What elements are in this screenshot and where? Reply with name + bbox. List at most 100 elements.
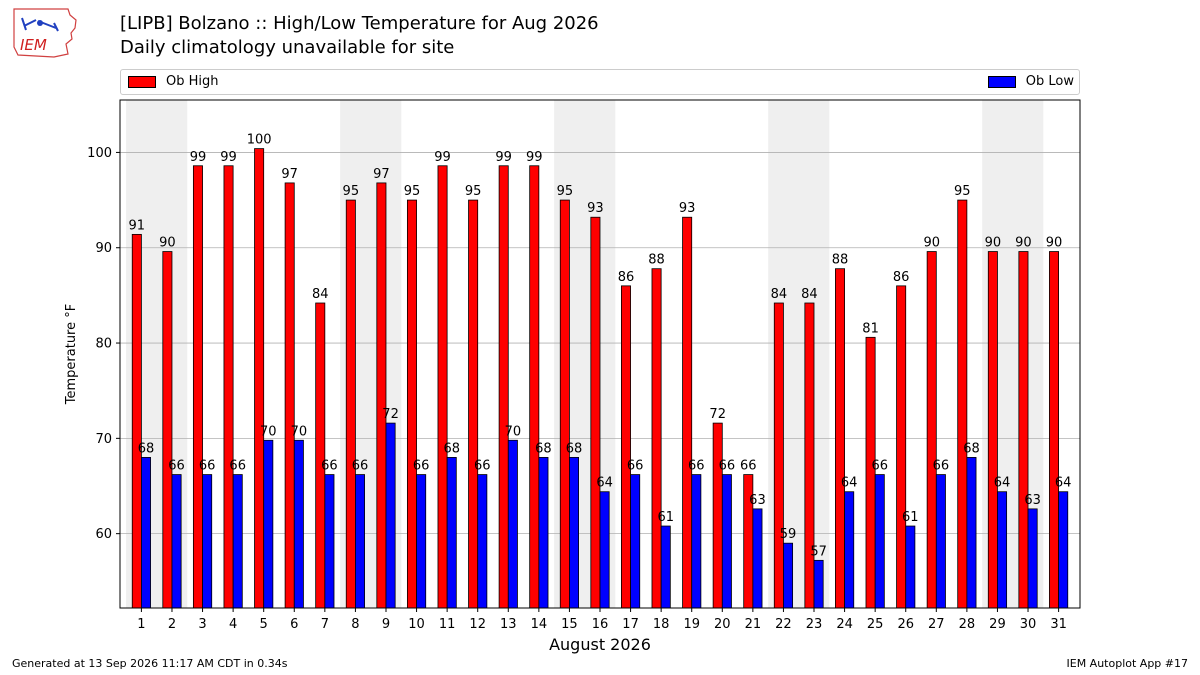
xtick-label-30: 30 (1020, 617, 1037, 632)
data-label-high-17: 86 (618, 270, 635, 285)
legend: Ob High Ob Low (120, 69, 1080, 95)
xtick-label-31: 31 (1050, 617, 1067, 632)
xtick-label-28: 28 (959, 617, 976, 632)
data-label-low-13: 70 (505, 424, 522, 439)
bar-high-30 (1018, 251, 1029, 609)
data-label-high-18: 88 (648, 253, 665, 268)
data-label-low-18: 61 (657, 510, 674, 525)
xtick-label-11: 11 (439, 617, 456, 632)
ytick-label-60: 60 (95, 527, 112, 542)
xtick-label-27: 27 (928, 617, 945, 632)
bar-low-31 (1058, 491, 1069, 609)
bar-high-13 (498, 165, 509, 609)
data-label-high-23: 84 (801, 287, 818, 302)
data-label-low-5: 70 (260, 424, 277, 439)
xtick-label-18: 18 (653, 617, 670, 632)
bar-high-31 (1049, 251, 1059, 609)
xtick-label-25: 25 (867, 617, 884, 632)
data-label-low-14: 68 (535, 441, 552, 456)
data-label-high-7: 84 (312, 287, 329, 302)
data-label-low-11: 68 (443, 441, 460, 456)
data-label-high-29: 90 (985, 236, 1002, 251)
bar-low-15 (569, 457, 579, 609)
y-axis-label: Temperature °F (64, 304, 79, 405)
data-label-low-4: 66 (229, 459, 246, 474)
bar-low-4 (232, 474, 243, 609)
data-label-high-10: 95 (404, 184, 421, 199)
data-label-low-31: 64 (1055, 476, 1072, 491)
bar-high-15 (559, 199, 570, 609)
bar-low-5 (263, 439, 274, 609)
data-label-high-5: 100 (247, 133, 272, 148)
bar-low-24 (844, 491, 855, 609)
iem-logo: IEM (13, 8, 77, 58)
data-label-high-27: 90 (923, 236, 940, 251)
plot-frame (119, 99, 1081, 609)
bar-low-9 (385, 422, 396, 609)
bar-low-18 (660, 525, 671, 609)
data-label-high-12: 95 (465, 184, 482, 199)
bar-high-18 (651, 268, 662, 609)
chart-subtitle: Daily climatology unavailable for site (120, 37, 455, 58)
bar-high-17 (621, 285, 631, 609)
bar-high-20 (712, 422, 723, 609)
bar-high-19 (682, 216, 693, 609)
data-label-low-15: 68 (566, 441, 583, 456)
legend-label-high: Ob High (166, 74, 219, 89)
bar-low-17 (630, 474, 641, 609)
data-label-low-22: 59 (780, 527, 797, 542)
legend-item-high: Ob High (128, 74, 219, 89)
data-label-low-3: 66 (199, 459, 216, 474)
bar-high-10 (406, 199, 417, 609)
data-label-high-6: 97 (281, 167, 298, 182)
data-label-high-4: 99 (220, 150, 237, 165)
xtick-label-15: 15 (561, 617, 578, 632)
data-label-low-20: 66 (719, 459, 736, 474)
ytick-label-70: 70 (95, 432, 112, 447)
data-label-low-12: 66 (474, 459, 491, 474)
app-credit: IEM Autoplot App #17 (1066, 657, 1189, 670)
data-label-high-11: 99 (434, 150, 451, 165)
data-label-low-2: 66 (168, 459, 185, 474)
bar-low-7 (324, 474, 335, 609)
bar-low-13 (507, 439, 518, 609)
data-label-low-10: 66 (413, 459, 430, 474)
xtick-label-16: 16 (592, 617, 609, 632)
data-label-high-15: 95 (557, 184, 574, 199)
xtick-label-5: 5 (260, 617, 268, 632)
xtick-label-20: 20 (714, 617, 731, 632)
bar-low-8 (355, 474, 365, 609)
data-label-high-31: 90 (1046, 236, 1063, 251)
bar-high-28 (957, 199, 968, 609)
data-label-low-7: 66 (321, 459, 338, 474)
bar-low-10 (416, 474, 427, 609)
bar-high-8 (345, 199, 356, 609)
data-label-high-26: 86 (893, 270, 910, 285)
chart-title: [LIPB] Bolzano :: High/Low Temperature f… (120, 13, 599, 34)
bar-low-26 (905, 525, 916, 609)
bar-high-12 (468, 199, 479, 609)
legend-swatch-high (128, 75, 156, 88)
xtick-label-8: 8 (351, 617, 359, 632)
legend-item-low: Ob Low (987, 74, 1074, 89)
bar-high-7 (315, 302, 326, 609)
generated-timestamp: Generated at 13 Sep 2026 11:17 AM CDT in… (12, 657, 288, 670)
logo-text: IEM (20, 36, 47, 54)
xtick-label-2: 2 (168, 617, 176, 632)
xtick-label-14: 14 (531, 617, 548, 632)
data-label-high-9: 97 (373, 167, 390, 182)
xtick-label-9: 9 (382, 617, 390, 632)
data-label-high-28: 95 (954, 184, 971, 199)
data-label-low-23: 57 (810, 544, 827, 559)
bar-low-11 (446, 457, 457, 609)
bar-high-26 (896, 285, 907, 609)
data-label-low-29: 64 (994, 476, 1011, 491)
bar-high-9 (376, 182, 387, 609)
data-label-high-13: 99 (495, 150, 512, 165)
data-label-low-28: 68 (963, 441, 980, 456)
bar-low-28 (966, 457, 977, 609)
xtick-label-10: 10 (408, 617, 425, 632)
xtick-label-26: 26 (897, 617, 914, 632)
legend-label-low: Ob Low (1025, 74, 1074, 89)
bar-low-29 (997, 491, 1008, 609)
